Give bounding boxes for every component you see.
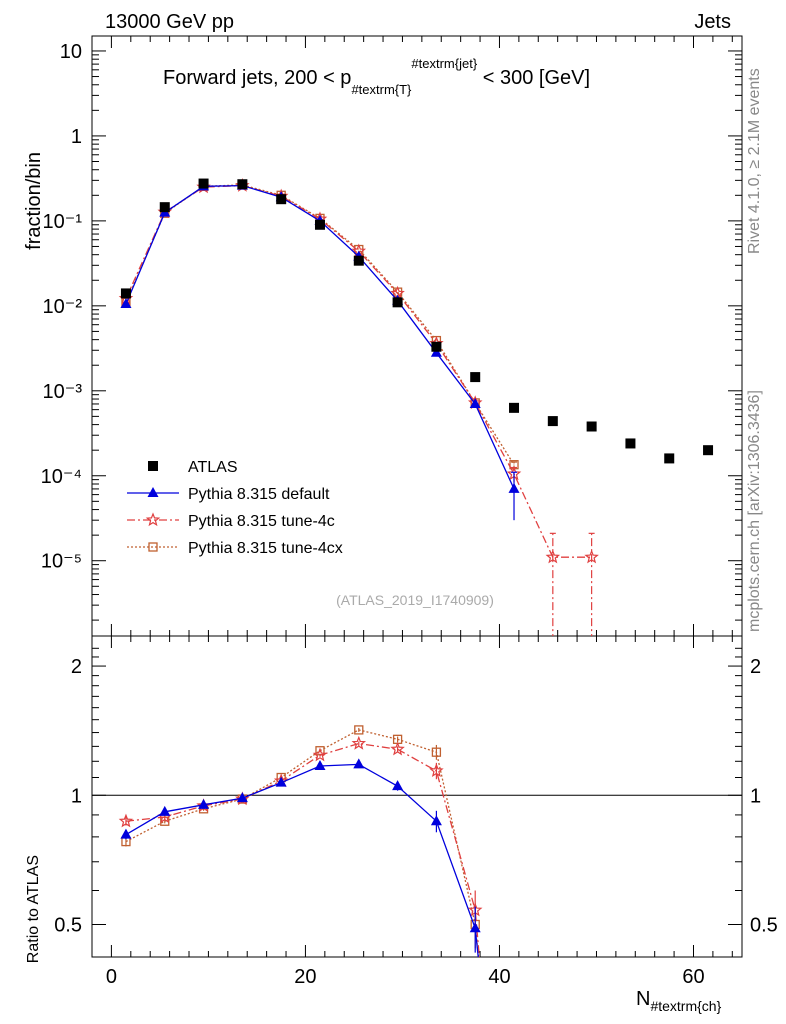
x-tick-label: 60	[682, 966, 704, 988]
header-left-text: 13000 GeV pp	[105, 11, 234, 33]
ratio-ylabel: Ratio to ATLAS	[25, 855, 42, 963]
main-ylabel: fraction/bin	[23, 152, 45, 250]
point-atlas	[509, 402, 520, 413]
line-default	[125, 184, 515, 490]
plot-title-pre: Forward jets, 200 < p	[163, 67, 351, 89]
ratio-point-default	[392, 780, 404, 791]
ratio-point-tune4cx	[354, 725, 364, 735]
ratio-point-default	[198, 798, 210, 809]
x-axis-label-sub: #textrm{ch}	[650, 998, 721, 1014]
ratio-point-default	[275, 776, 287, 787]
ratio-point-tune4c	[312, 747, 328, 762]
main-y-tick-label: 10⁻²	[43, 296, 83, 318]
series-default	[120, 179, 520, 521]
legend-entry-tune4cx: Pythia 8.315 tune-4cx	[127, 540, 343, 557]
ratio-point-default	[159, 805, 171, 816]
rivet-version-label: Rivet 4.1.0, ≥ 2.1M events	[746, 68, 763, 254]
ratio-panel-frame	[91, 635, 743, 958]
x-tick-label: 40	[488, 966, 510, 988]
legend-marker-tune4cx	[148, 542, 158, 552]
main-y-tick-label: 10⁻⁵	[41, 551, 82, 573]
ratio-point-tune4c	[118, 813, 134, 828]
point-atlas	[431, 341, 442, 352]
legend-label-default: Pythia 8.315 default	[188, 486, 330, 503]
legend-entry-default: Pythia 8.315 default	[127, 486, 330, 503]
ratio-point-tune4c	[390, 741, 405, 756]
plot-title-sub: #textrm{T}	[351, 82, 412, 97]
point-default	[430, 346, 442, 357]
ratio-point-default	[236, 792, 248, 803]
point-atlas	[314, 219, 325, 230]
ratio-panel-data	[92, 725, 742, 957]
axis-ticks: 0 20 40 60 10 1 10⁻¹ 10⁻² 10⁻³ 10⁻⁴ 10⁻⁵ 2 2 1 1 0.5 0.5	[41, 36, 778, 988]
point-atlas	[198, 178, 209, 189]
main-y-tick-label: 1	[71, 126, 82, 148]
point-atlas	[276, 194, 287, 205]
main-y-tick-label: 10⁻⁴	[41, 466, 82, 488]
x-axis-label: N#textrm{ch}	[636, 988, 722, 1014]
x-tick-label: 0	[106, 966, 117, 988]
point-atlas	[237, 179, 248, 190]
x-tick-label: 20	[294, 966, 316, 988]
ratio-y-tick-label: 2	[71, 656, 82, 678]
point-tune4c	[584, 549, 599, 564]
point-default	[469, 397, 481, 408]
point-atlas	[470, 372, 481, 383]
ratio-point-default	[120, 828, 132, 839]
plot-title: Forward jets, 200 < p#textrm{T} #textrm{j…	[163, 56, 590, 97]
ratio-point-tune4cx	[431, 747, 442, 757]
legend-entry-tune4c: Pythia 8.315 tune-4c	[127, 512, 335, 530]
ratio-y-tick-label: 1	[71, 785, 82, 807]
ratio-point-tune4c	[351, 735, 367, 750]
point-atlas	[353, 255, 364, 266]
legend-label-atlas: ATLAS	[188, 459, 238, 476]
mcplots-label: mcplots.cern.ch [arXiv:1306.3436]	[746, 390, 763, 632]
point-atlas	[586, 421, 597, 432]
main-y-tick-label: 10⁻³	[43, 381, 83, 403]
point-atlas	[392, 297, 403, 308]
legend-marker-atlas	[148, 461, 158, 471]
legend: ATLAS Pythia 8.315 default Pythia 8.315 tu…	[127, 459, 343, 557]
ratio-y-tick-label-right: 1	[750, 785, 761, 807]
legend-marker-tune4c	[145, 512, 161, 527]
ratio-series-default	[120, 758, 481, 957]
point-default	[508, 482, 520, 493]
ratio-point-tune4c	[429, 763, 444, 778]
point-default	[120, 298, 132, 309]
plot-title-post: < 300 [GeV]	[477, 67, 590, 89]
legend-label-tune4c: Pythia 8.315 tune-4c	[188, 513, 335, 530]
point-atlas	[664, 453, 675, 464]
point-atlas	[120, 288, 131, 299]
point-tune4c	[545, 549, 561, 564]
plot-title-sup: #textrm{jet}	[411, 56, 477, 71]
ratio-point-default	[469, 922, 481, 933]
main-y-tick-label: 10⁻¹	[43, 211, 83, 233]
analysis-watermark: (ATLAS_2019_I1740909)	[336, 592, 494, 608]
main-panel-data	[118, 177, 714, 636]
ratio-y-tick-label: 0.5	[54, 914, 82, 936]
ratio-point-default	[430, 815, 442, 826]
legend-label-tune4cx: Pythia 8.315 tune-4cx	[188, 540, 343, 557]
header-right-text: Jets	[694, 11, 731, 33]
main-y-tick-label: 10	[60, 41, 82, 63]
x-axis-label-main: N	[636, 988, 650, 1010]
series-atlas	[120, 178, 714, 464]
point-atlas	[159, 202, 170, 213]
point-atlas	[703, 445, 714, 456]
ratio-point-default	[314, 760, 326, 771]
legend-marker-default	[147, 487, 159, 497]
point-atlas	[625, 438, 636, 449]
legend-entry-atlas: ATLAS	[148, 459, 238, 476]
ratio-y-tick-label-right: 0.5	[750, 914, 778, 936]
ratio-y-tick-label-right: 2	[750, 656, 761, 678]
ratio-point-default	[353, 758, 365, 769]
point-atlas	[547, 416, 558, 427]
